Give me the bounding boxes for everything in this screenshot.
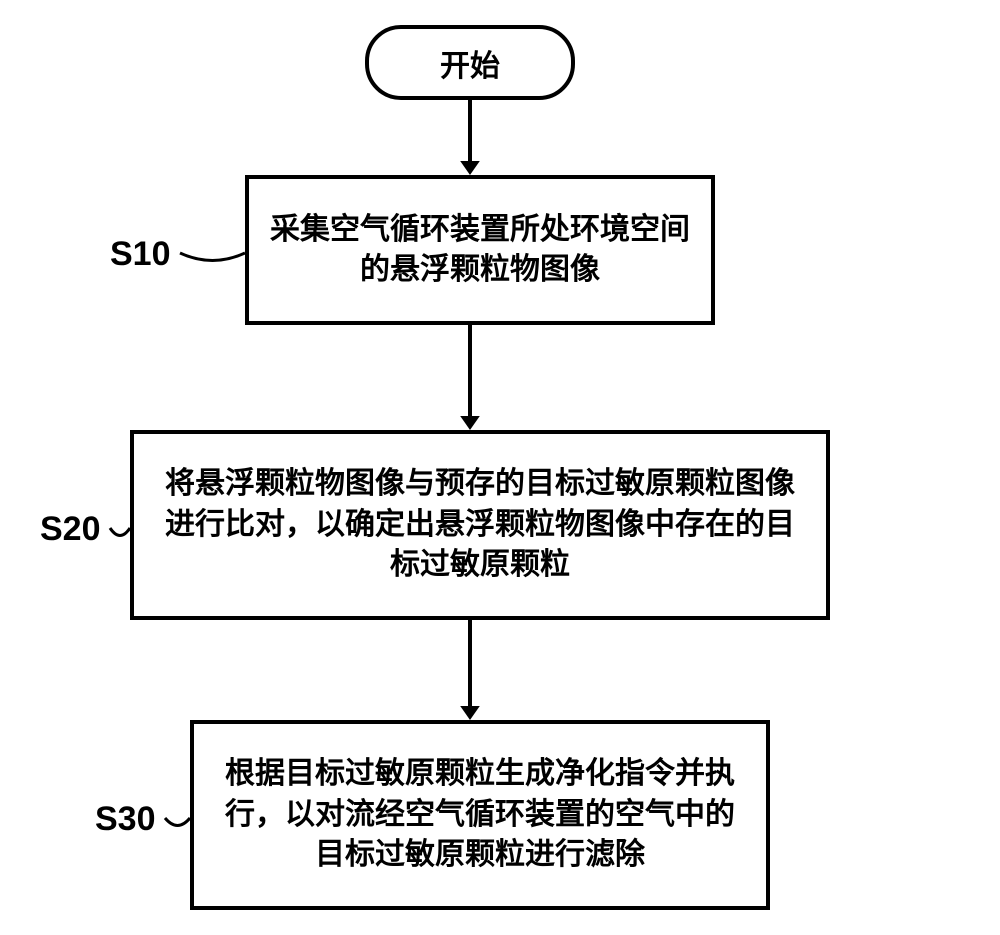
step-label-s10: S10 <box>110 235 171 274</box>
flowchart-arrow-s10-to-s20 <box>452 325 488 430</box>
step-label-s30: S30 <box>95 800 156 839</box>
flowchart-node-s20: 将悬浮颗粒物图像与预存的目标过敏原颗粒图像进行比对，以确定出悬浮颗粒物图像中存在… <box>130 430 830 620</box>
flowchart-node-start: 开始 <box>365 25 575 100</box>
step-label-s20: S20 <box>40 510 101 549</box>
step-label-s30-text: S30 <box>95 800 156 838</box>
step-label-s20-text: S20 <box>40 510 101 548</box>
label-connector-s30 <box>165 798 190 838</box>
step-label-s10-text: S10 <box>110 235 171 273</box>
label-connector-s20 <box>110 508 130 548</box>
flowchart-node-s10: 采集空气循环装置所处环境空间的悬浮颗粒物图像 <box>245 175 715 325</box>
node-s30-text: 根据目标过敏原颗粒生成净化指令并执行，以对流经空气循环装置的空气中的目标过敏原颗… <box>212 754 748 876</box>
node-start-text: 开始 <box>440 41 500 85</box>
flowchart-arrow-start-to-s10 <box>452 100 488 175</box>
flowchart-arrow-s20-to-s30 <box>452 620 488 720</box>
label-connector-s10 <box>180 233 245 273</box>
node-s10-text: 采集空气循环装置所处环境空间的悬浮颗粒物图像 <box>267 210 693 291</box>
node-s20-text: 将悬浮颗粒物图像与预存的目标过敏原颗粒图像进行比对，以确定出悬浮颗粒物图像中存在… <box>152 464 808 586</box>
flowchart-node-s30: 根据目标过敏原颗粒生成净化指令并执行，以对流经空气循环装置的空气中的目标过敏原颗… <box>190 720 770 910</box>
